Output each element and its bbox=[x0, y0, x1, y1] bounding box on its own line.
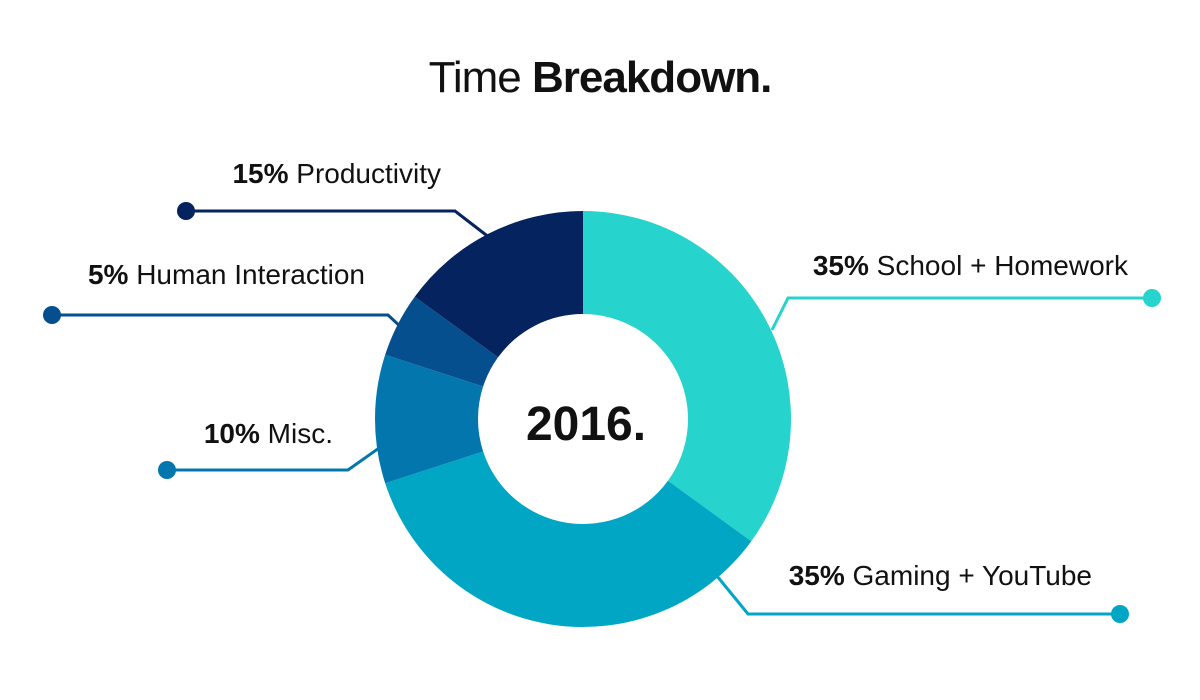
slice-school-homework bbox=[583, 211, 791, 542]
slice-label-name-productivity: Productivity bbox=[289, 158, 442, 189]
slice-label-pct-school-homework: 35% bbox=[813, 250, 869, 281]
slice-label-pct-productivity: 15% bbox=[232, 158, 288, 189]
leader-line-school-homework bbox=[770, 296, 1152, 331]
leader-line-human-interaction bbox=[52, 313, 420, 345]
slice-label-school-homework: 35% School + Homework bbox=[813, 250, 1129, 281]
leader-dot-misc bbox=[158, 461, 176, 479]
slice-label-name-misc: Misc. bbox=[260, 418, 333, 449]
leader-line-misc bbox=[167, 410, 431, 472]
slice-label-name-gaming-youtube: Gaming + YouTube bbox=[845, 560, 1092, 591]
slice-label-name-school-homework: School + Homework bbox=[869, 250, 1129, 281]
slice-label-pct-misc: 10% bbox=[204, 418, 260, 449]
slice-label-misc: 10% Misc. bbox=[204, 418, 333, 449]
title-bold: Breakdown. bbox=[532, 53, 772, 102]
leader-lines bbox=[43, 202, 1161, 623]
leader-line-gaming-youtube bbox=[706, 564, 1120, 616]
slice-label-gaming-youtube: 35% Gaming + YouTube bbox=[789, 560, 1092, 591]
leader-line-productivity bbox=[186, 209, 491, 240]
leader-dot-school-homework bbox=[1143, 289, 1161, 307]
slice-human-interaction bbox=[385, 296, 499, 387]
title-light: Time bbox=[428, 53, 522, 102]
slice-label-pct-gaming-youtube: 35% bbox=[789, 560, 845, 591]
slice-label-name-human-interaction: Human Interaction bbox=[128, 259, 365, 290]
chart-title: Time Breakdown. bbox=[0, 50, 1200, 106]
donut-slices bbox=[374, 211, 791, 627]
slice-label-productivity: 15% Productivity bbox=[232, 158, 441, 189]
slice-gaming-youtube bbox=[385, 451, 752, 627]
leader-dot-human-interaction bbox=[43, 306, 61, 324]
leader-dot-gaming-youtube bbox=[1111, 605, 1129, 623]
slice-productivity bbox=[414, 211, 583, 358]
slice-label-human-interaction: 5% Human Interaction bbox=[88, 259, 365, 290]
center-label: 2016. bbox=[526, 398, 646, 451]
slice-label-pct-human-interaction: 5% bbox=[88, 259, 129, 290]
leader-dot-productivity bbox=[177, 202, 195, 220]
slice-misc bbox=[374, 354, 484, 484]
